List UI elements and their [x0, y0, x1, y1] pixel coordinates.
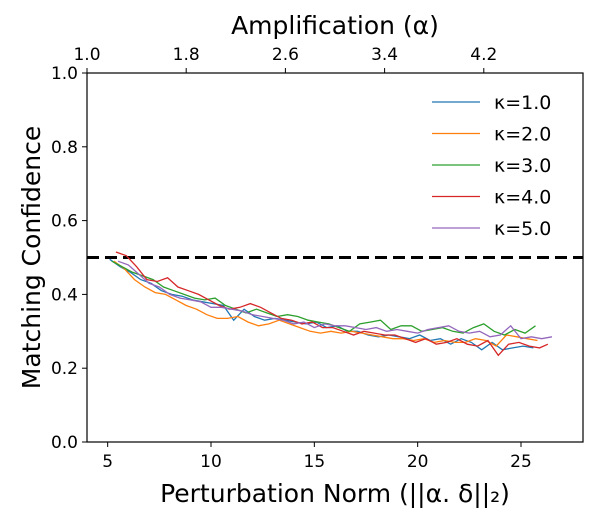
x-tick-label: 20 [407, 452, 429, 472]
y-tick-label: 1.0 [51, 64, 78, 84]
series-line-2 [113, 260, 538, 347]
top-axis-title: Amplification (α) [231, 11, 439, 40]
legend: κ=1.0 κ=2.0 κ=3.0 κ=4.0 κ=5.0 [432, 92, 551, 240]
legend-label: κ=4.0 [494, 187, 551, 209]
top-tick-label: 4.2 [470, 45, 497, 65]
y-tick-label: 0.4 [51, 285, 78, 305]
legend-label: κ=1.0 [494, 92, 551, 114]
x-tick-label: 10 [200, 452, 222, 472]
y-axis-title: Matching Confidence [17, 126, 46, 389]
top-tick-label: 1.0 [73, 45, 100, 65]
series-line-1 [109, 258, 534, 351]
y-tick-label: 0.0 [51, 433, 78, 453]
y-tick-label: 0.6 [51, 212, 78, 232]
series-line-5 [117, 260, 553, 340]
series-line-4 [115, 251, 549, 357]
plot-frame [86, 72, 584, 443]
ticks-layer: 5 10 15 20 25 0.0 0.2 0.4 0.6 0.8 1.01.0 1.8 2.6 3.4 4… [51, 45, 532, 472]
legend-label: κ=2.0 [494, 124, 551, 146]
y-tick-label: 0.2 [51, 359, 78, 379]
series-layer [109, 251, 553, 357]
top-tick-label: 1.8 [173, 45, 200, 65]
top-tick-label: 3.4 [371, 45, 398, 65]
x-tick-label: 25 [510, 452, 532, 472]
legend-label: κ=3.0 [494, 155, 551, 177]
y-tick-label: 0.8 [51, 138, 78, 158]
legend-label: κ=5.0 [494, 218, 551, 240]
x-tick-label: 5 [102, 452, 113, 472]
x-tick-label: 15 [304, 452, 326, 472]
top-tick-label: 2.6 [272, 45, 299, 65]
x-axis-title: Perturbation Norm (||α. δ||₂) [160, 479, 510, 508]
